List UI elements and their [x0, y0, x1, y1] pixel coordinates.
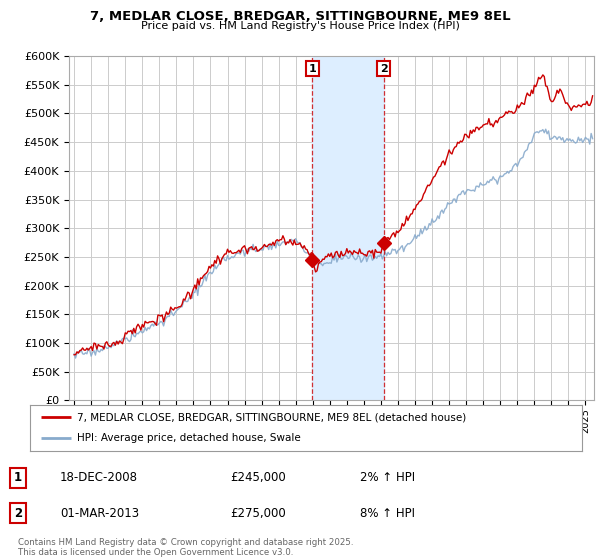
- Text: 1: 1: [308, 64, 316, 73]
- Text: Price paid vs. HM Land Registry's House Price Index (HPI): Price paid vs. HM Land Registry's House …: [140, 21, 460, 31]
- Text: £275,000: £275,000: [230, 507, 286, 520]
- Text: 2: 2: [380, 64, 388, 73]
- Text: 7, MEDLAR CLOSE, BREDGAR, SITTINGBOURNE, ME9 8EL (detached house): 7, MEDLAR CLOSE, BREDGAR, SITTINGBOURNE,…: [77, 412, 466, 422]
- Text: 18-DEC-2008: 18-DEC-2008: [60, 472, 138, 484]
- Text: 2: 2: [14, 507, 22, 520]
- Text: 2% ↑ HPI: 2% ↑ HPI: [360, 472, 415, 484]
- Bar: [312, 56, 384, 400]
- Text: HPI: Average price, detached house, Swale: HPI: Average price, detached house, Swal…: [77, 433, 301, 444]
- Text: 8% ↑ HPI: 8% ↑ HPI: [360, 507, 415, 520]
- Text: 1: 1: [14, 472, 22, 484]
- Text: 01-MAR-2013: 01-MAR-2013: [60, 507, 139, 520]
- Text: £245,000: £245,000: [230, 472, 286, 484]
- Text: 7, MEDLAR CLOSE, BREDGAR, SITTINGBOURNE, ME9 8EL: 7, MEDLAR CLOSE, BREDGAR, SITTINGBOURNE,…: [89, 10, 511, 23]
- Text: Contains HM Land Registry data © Crown copyright and database right 2025.
This d: Contains HM Land Registry data © Crown c…: [18, 538, 353, 557]
